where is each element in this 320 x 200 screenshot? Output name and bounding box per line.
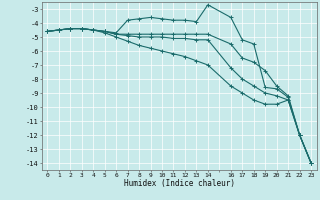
X-axis label: Humidex (Indice chaleur): Humidex (Indice chaleur): [124, 179, 235, 188]
